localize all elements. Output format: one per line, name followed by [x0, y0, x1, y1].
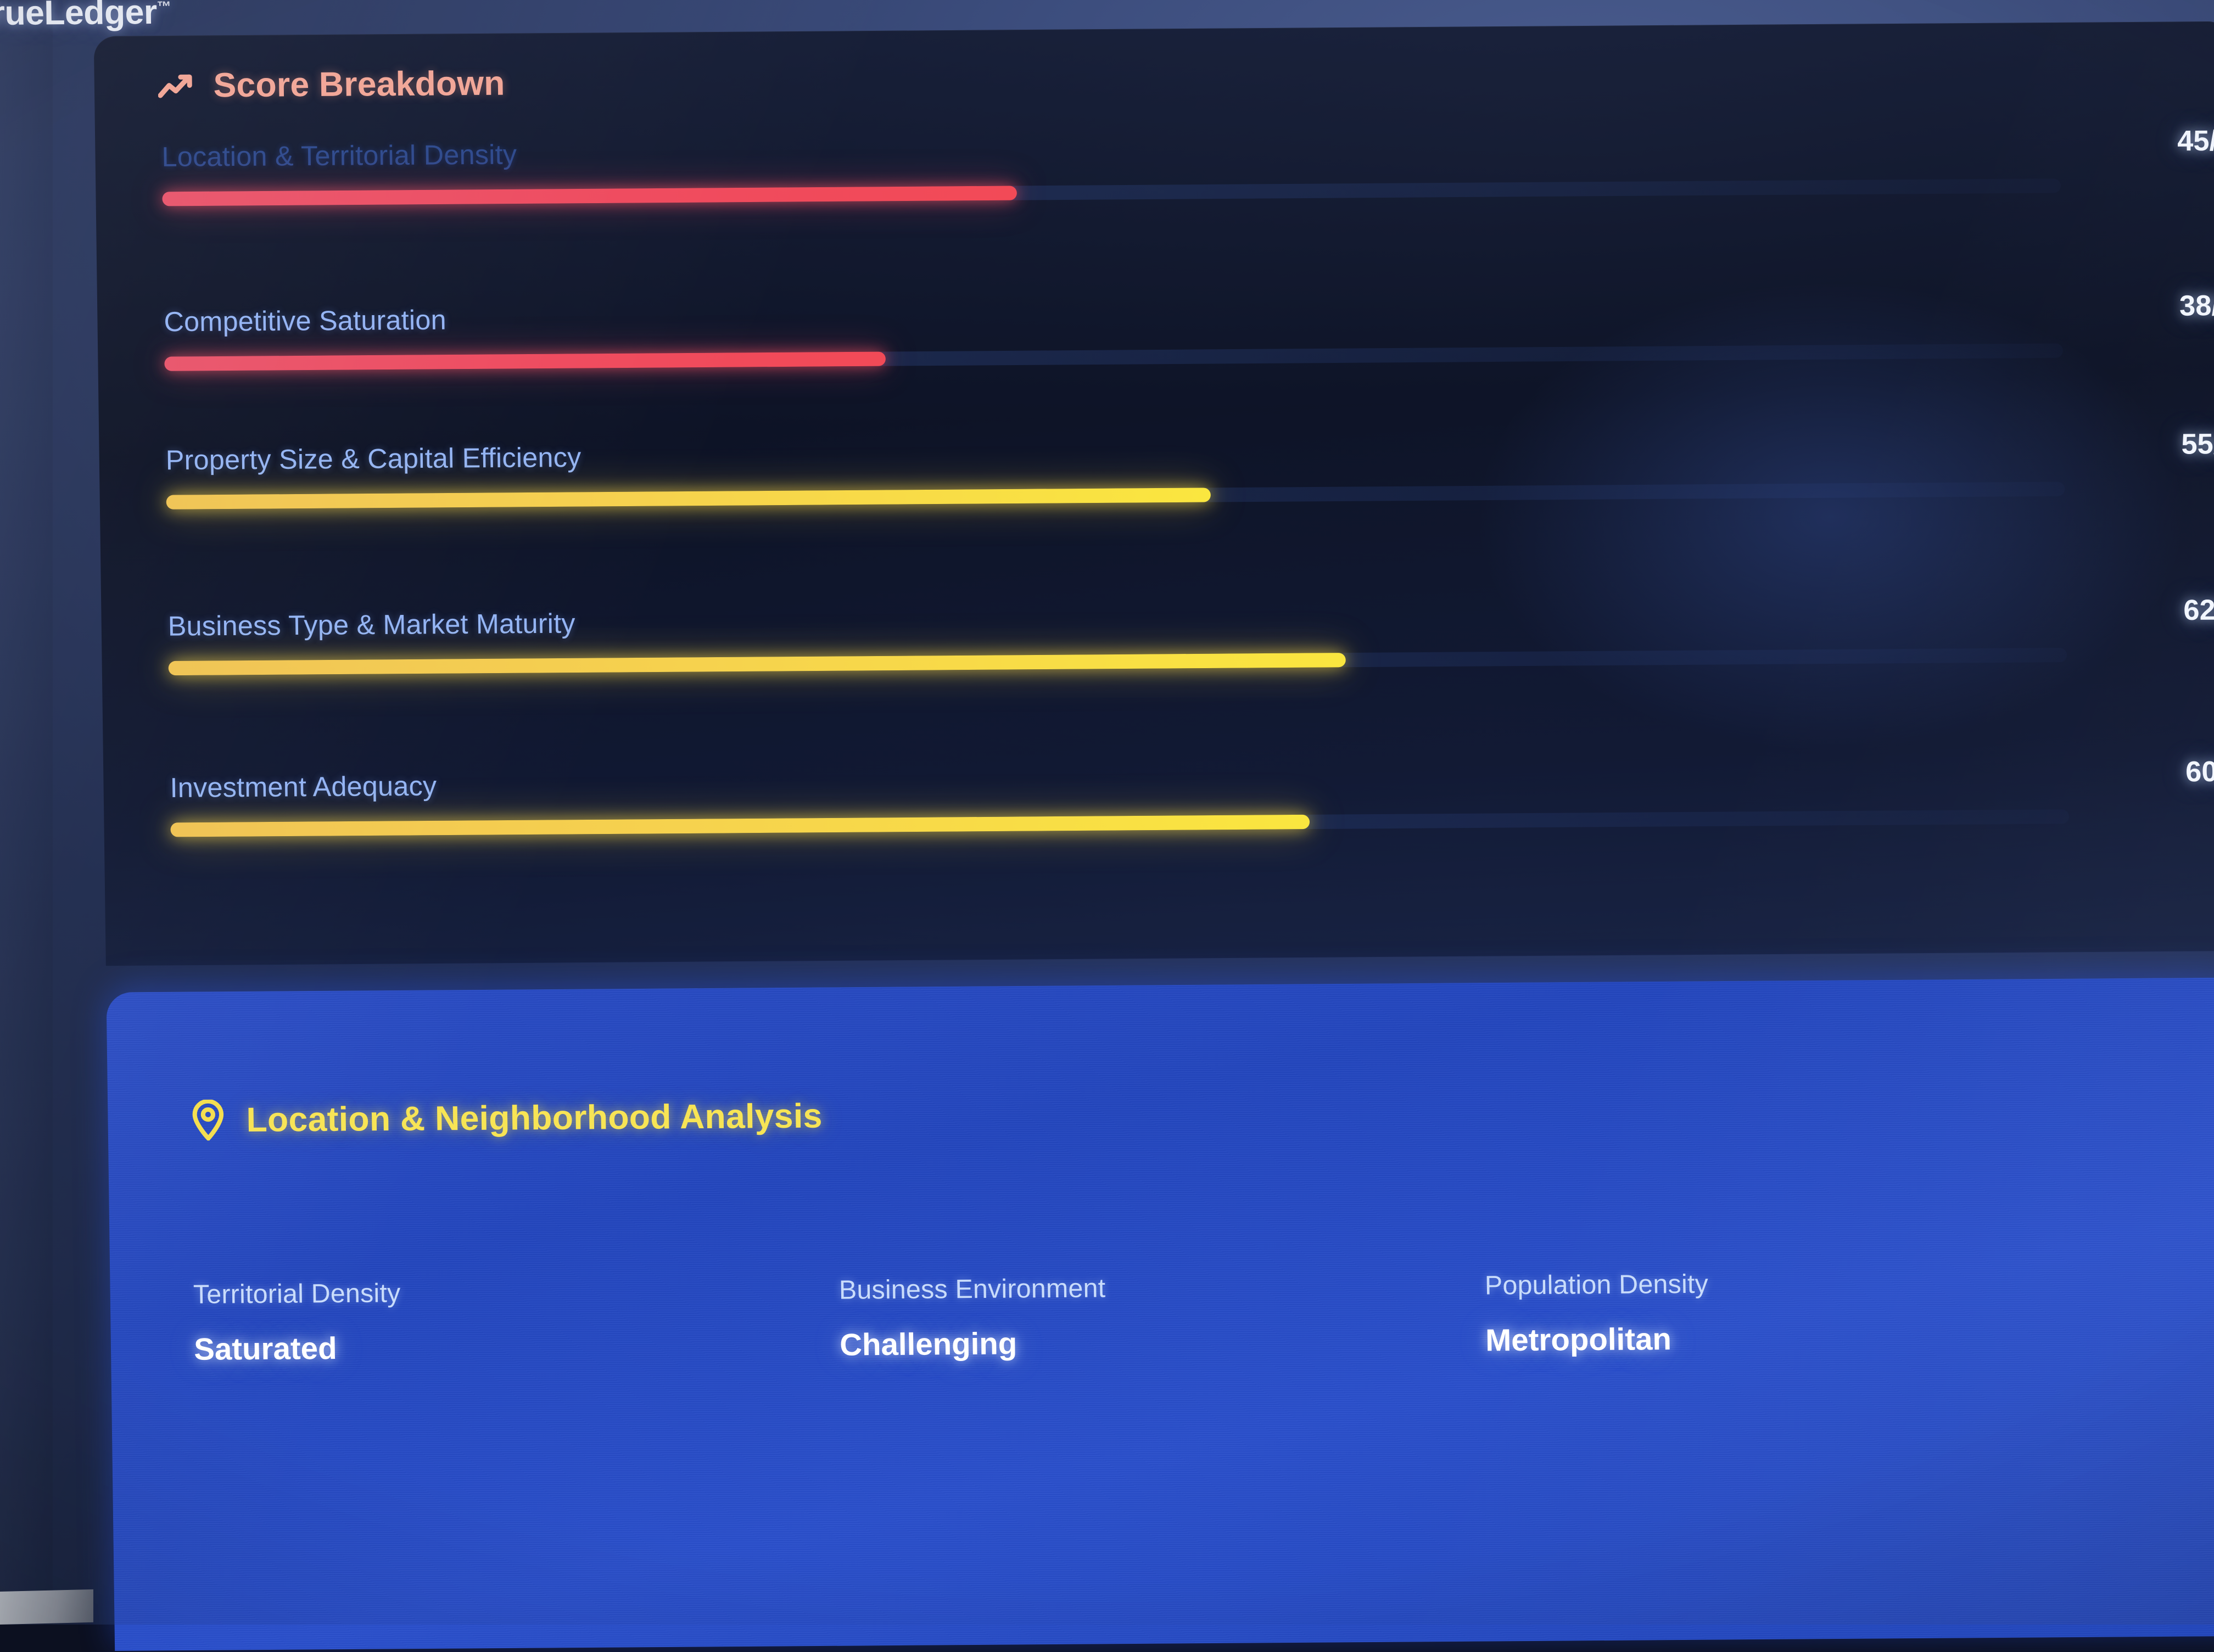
score-progress-fill: [170, 814, 1310, 837]
score-progress-fill: [164, 351, 886, 371]
score-row-property-size-capital-efficiency[interactable]: Property Size & Capital Efficiency 55/10…: [163, 428, 2214, 550]
score-row-value: 38/100(20%: [2179, 289, 2214, 322]
score-progress-fill: [166, 488, 1211, 509]
trademark-symbol: ™: [156, 0, 171, 15]
screen-bezel-left: [0, 0, 53, 1625]
score-progress-track: [170, 809, 2070, 837]
score-row-competitive-saturation[interactable]: Competitive Saturation 38/100(20%: [161, 289, 2214, 411]
app-brand-logo[interactable]: TrueLedger™: [0, 0, 171, 33]
score-row-location-territorial-density[interactable]: Location & Territorial Density 45/100(20…: [159, 124, 2214, 246]
score-row-value: 62/100(20%: [2183, 593, 2214, 627]
metric-label: Population Density: [1484, 1269, 1709, 1301]
score-progress-track: [166, 481, 2065, 509]
score-row-label: Investment Adequacy: [170, 770, 437, 804]
score-breakdown-header: Score Breakdown: [158, 64, 505, 105]
score-progress-track: [162, 178, 2061, 206]
score-progress-track: [164, 343, 2064, 371]
map-pin-icon: [192, 1099, 224, 1141]
location-metrics-group: Territorial Density Saturated Business E…: [193, 1266, 2132, 1367]
brand-name: TrueLedger: [0, 0, 158, 33]
score-row-business-type-market-maturity[interactable]: Business Type & Market Maturity 62/100(2…: [165, 593, 2214, 715]
score-row-label: Location & Territorial Density: [161, 139, 517, 173]
location-analysis-title: Location & Neighborhood Analysis: [246, 1096, 823, 1139]
score-breakdown-panel: Score Breakdown Location & Territorial D…: [93, 21, 2214, 966]
score-row-label: Business Type & Market Maturity: [167, 608, 576, 642]
metric-territorial-density: Territorial Density Saturated: [193, 1275, 840, 1367]
location-analysis-header: Location & Neighborhood Analysis: [191, 1095, 823, 1141]
metric-value: Saturated: [193, 1330, 337, 1367]
score-progress-track: [168, 647, 2067, 676]
score-row-value: 55/100(20%: [2181, 428, 2214, 461]
score-row-value: 60/100(20%: [2185, 755, 2214, 788]
score-row-value: 45/100(20%: [2177, 124, 2214, 158]
trending-up-icon: [158, 74, 192, 98]
score-progress-fill: [162, 186, 1017, 206]
score-row-label: Property Size & Capital Efficiency: [165, 441, 582, 476]
score-row-label: Competitive Saturation: [164, 304, 447, 338]
score-progress-fill: [168, 653, 1346, 676]
metric-business-environment: Business Environment Challenging: [839, 1270, 1486, 1362]
location-neighborhood-analysis-card: Location & Neighborhood Analysis Territo…: [106, 977, 2214, 1651]
screen-bezel-bottom: [0, 1589, 93, 1625]
score-breakdown-title: Score Breakdown: [213, 64, 505, 105]
metric-label: Territorial Density: [193, 1279, 401, 1310]
metric-value: Metropolitan: [1485, 1321, 1672, 1358]
metric-label: Business Environment: [838, 1274, 1106, 1305]
metric-population-density: Population Density Metropolitan: [1485, 1266, 2132, 1358]
metric-value: Challenging: [839, 1325, 1017, 1362]
score-row-investment-adequacy[interactable]: Investment Adequacy 60/100(20%: [167, 755, 2214, 877]
